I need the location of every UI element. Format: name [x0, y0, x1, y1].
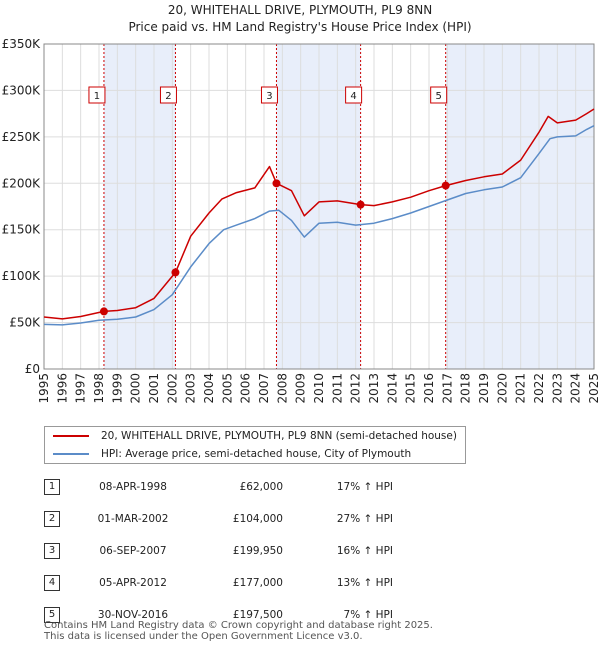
plot-frame — [43, 43, 595, 370]
legend-swatch-hpi — [53, 453, 89, 455]
x-tick-label: 2022 — [532, 373, 546, 404]
x-tick-label: 2023 — [550, 373, 564, 404]
x-tick-label: 2025 — [587, 373, 600, 404]
x-tick-label: 2013 — [367, 373, 381, 404]
legend-label-hpi: HPI: Average price, semi-detached house,… — [101, 448, 412, 460]
x-tick-label: 2009 — [294, 373, 308, 404]
chart-subtitle: Price paid vs. HM Land Registry's House … — [128, 20, 471, 34]
sale-number-badge: 3 — [44, 543, 60, 559]
shaded-period — [445, 44, 594, 369]
sale-date: 08-APR-1998 — [99, 481, 167, 493]
sale-label-number: 5 — [435, 91, 441, 102]
sale-label-number: 4 — [350, 91, 356, 102]
table-row: 3 06-SEP-2007 £199,950 16% ↑ HPI — [44, 535, 393, 567]
sale-number-badge: 1 — [44, 479, 60, 495]
x-tick-label: 2008 — [275, 373, 289, 404]
sale-hpi-diff: 7% ↑ HPI — [343, 609, 393, 621]
legend: 20, WHITEHALL DRIVE, PLYMOUTH, PL9 8NN (… — [44, 426, 466, 464]
x-tick-label: 1996 — [55, 373, 69, 404]
x-tick-label: 2014 — [385, 373, 399, 404]
y-tick-label: £100K — [2, 269, 42, 283]
property-series-line — [43, 108, 595, 320]
x-tick-label: 2005 — [220, 373, 234, 404]
y-tick-label: £150K — [2, 223, 42, 237]
y-tick-label: £50K — [9, 316, 41, 330]
sale-number-badge: 4 — [44, 575, 60, 591]
y-tick-label: £300K — [2, 83, 42, 97]
x-tick-label: 1997 — [74, 373, 88, 404]
sale-number-badge: 2 — [44, 511, 60, 527]
x-tick-label: 1998 — [92, 373, 106, 404]
sale-hpi-diff: 17% ↑ HPI — [336, 481, 393, 493]
x-tick-label: 2004 — [202, 373, 216, 404]
x-tick-label: 2010 — [312, 373, 326, 404]
sale-price: £62,000 — [239, 481, 283, 493]
sale-date: 06-SEP-2007 — [99, 545, 167, 557]
legend-item-property: 20, WHITEHALL DRIVE, PLYMOUTH, PL9 8NN (… — [45, 427, 465, 445]
x-tick-label: 2016 — [422, 373, 436, 404]
x-tick-label: 2002 — [165, 373, 179, 404]
sale-label-box — [345, 86, 363, 104]
sale-point — [171, 268, 180, 277]
sale-label-box — [159, 86, 177, 104]
sale-point — [441, 181, 450, 190]
x-tick-label: 2011 — [330, 373, 344, 404]
footer-copyright: Contains HM Land Registry data © Crown c… — [44, 620, 433, 631]
sale-price: £177,000 — [232, 577, 283, 589]
x-tick-label: 2020 — [495, 373, 509, 404]
y-tick-label: £200K — [2, 176, 42, 190]
x-tick-label: 2001 — [147, 373, 161, 404]
sale-label-box — [260, 86, 278, 104]
x-tick-label: 2007 — [257, 373, 271, 404]
sale-point — [356, 200, 365, 209]
x-tick-label: 2017 — [440, 373, 454, 404]
x-tick-label: 2012 — [349, 373, 363, 404]
table-row: 4 05-APR-2012 £177,000 13% ↑ HPI — [44, 567, 393, 599]
price-chart: 20, WHITEHALL DRIVE, PLYMOUTH, PL9 8NN Pr… — [2, 3, 600, 404]
sale-date: 01-MAR-2002 — [97, 513, 169, 525]
table-row: 5 30-NOV-2016 £197,500 7% ↑ HPI — [44, 599, 393, 631]
legend-label-property: 20, WHITEHALL DRIVE, PLYMOUTH, PL9 8NN (… — [101, 430, 457, 442]
sale-date: 30-NOV-2016 — [97, 609, 169, 621]
chart-title: 20, WHITEHALL DRIVE, PLYMOUTH, PL9 8NN — [168, 3, 432, 17]
sale-hpi-diff: 16% ↑ HPI — [336, 545, 393, 557]
sale-price: £104,000 — [232, 513, 283, 525]
footer: Contains HM Land Registry data © Crown c… — [44, 620, 433, 642]
x-tick-label: 2019 — [477, 373, 491, 404]
hpi-series-line — [43, 125, 595, 326]
sale-label-number: 3 — [266, 91, 272, 102]
x-tick-label: 2015 — [404, 373, 418, 404]
sale-label-box — [430, 86, 448, 104]
table-row: 2 01-MAR-2002 £104,000 27% ↑ HPI — [44, 503, 393, 535]
x-tick-label: 2003 — [184, 373, 198, 404]
sale-point — [99, 307, 108, 316]
sales-table: 1 08-APR-1998 £62,000 17% ↑ HPI 2 01-MAR… — [44, 471, 393, 631]
y-tick-label: £250K — [2, 130, 42, 144]
sale-label-box — [88, 86, 106, 104]
sale-price: £197,500 — [232, 609, 283, 621]
legend-item-hpi: HPI: Average price, semi-detached house,… — [45, 445, 465, 463]
y-tick-label: £350K — [2, 37, 42, 51]
y-tick-label: £0 — [25, 362, 40, 376]
sale-price: £199,950 — [232, 545, 283, 557]
x-tick-label: 2021 — [514, 373, 528, 404]
footer-licence: This data is licensed under the Open Gov… — [44, 631, 363, 642]
sale-number-badge: 5 — [44, 607, 60, 623]
legend-swatch-property — [53, 435, 89, 437]
x-tick-label: 1995 — [37, 373, 51, 404]
sale-hpi-diff: 27% ↑ HPI — [336, 513, 393, 525]
x-tick-label: 2000 — [129, 373, 143, 404]
x-tick-label: 1999 — [110, 373, 124, 404]
x-tick-label: 2018 — [459, 373, 473, 404]
sale-hpi-diff: 13% ↑ HPI — [336, 577, 393, 589]
sale-date: 05-APR-2012 — [99, 577, 167, 589]
sale-point — [272, 179, 281, 188]
sale-label-number: 1 — [94, 91, 100, 102]
x-tick-label: 2006 — [239, 373, 253, 404]
table-row: 1 08-APR-1998 £62,000 17% ↑ HPI — [44, 471, 393, 503]
sale-label-number: 2 — [165, 91, 171, 102]
x-tick-label: 2024 — [569, 373, 583, 404]
